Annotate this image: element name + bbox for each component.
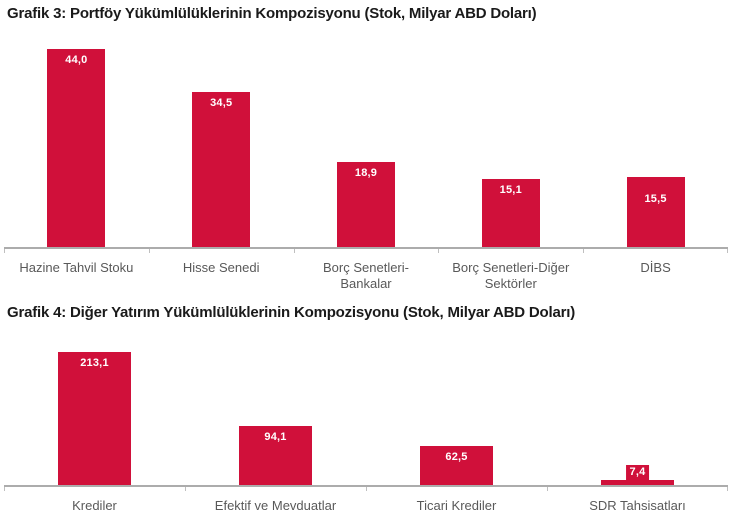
- bar-value-label: 44,0: [65, 54, 88, 66]
- bar-5: 15,5: [626, 177, 685, 247]
- x-axis: [4, 249, 728, 254]
- bar-value-label: 94,1: [264, 431, 287, 443]
- bar-slot: 18,9: [294, 40, 439, 247]
- axis-tick: [293, 249, 295, 253]
- category-label: DİBS: [640, 260, 671, 275]
- category-labels: Krediler Efektif ve Mevduatlar Ticari Kred…: [4, 498, 728, 514]
- bar-slot: 94,1: [185, 340, 366, 485]
- chart-title-grafik-3: Grafik 3: Portföy Yükümlülüklerinin Komp…: [7, 5, 537, 22]
- bars-area: 44,0 34,5 18,9 15,1 15,5: [4, 40, 728, 249]
- bar-value-label: 62,5: [445, 451, 468, 463]
- chart-grafik-3: 44,0 34,5 18,9 15,1 15,5 Hazine Tahvil Stoku…: [4, 40, 728, 292]
- category-label: Borç Senetleri-Diğer Sektörler: [452, 260, 570, 291]
- bar-slot: 44,0: [4, 40, 149, 247]
- bar-slot: 15,5: [583, 40, 728, 247]
- category-label: Hisse Senedi: [182, 260, 260, 275]
- chart-title-grafik-4: Grafik 4: Diğer Yatırım Yükümlülüklerini…: [7, 304, 576, 321]
- bar-value-label: 15,5: [644, 193, 667, 205]
- category-label: SDR Tahsisatları: [589, 498, 686, 513]
- bar-1: 213,1: [58, 352, 131, 485]
- axis-tick: [727, 487, 728, 491]
- bar-2: 94,1: [239, 426, 312, 485]
- bar-slot: 62,5: [366, 340, 547, 485]
- bar-1: 44,0: [47, 49, 106, 247]
- bar-slot: 213,1: [4, 340, 185, 485]
- bar-slot: 7,4: [547, 340, 728, 485]
- category-labels: Hazine Tahvil Stoku Hisse Senedi Borç Sene…: [4, 260, 728, 292]
- bar-value-label: 213,1: [80, 357, 109, 369]
- axis-tick: [727, 249, 728, 253]
- axis-tick: [148, 249, 150, 253]
- axis-tick: [4, 487, 5, 491]
- category-label: Efektif ve Mevduatlar: [214, 498, 337, 513]
- bar-value-label: 18,9: [354, 167, 378, 179]
- category-label: Hazine Tahvil Stoku: [19, 260, 134, 275]
- axis-tick: [366, 487, 367, 491]
- category-label: Ticari Krediler: [416, 498, 497, 513]
- bar-value-label: 34,5: [210, 97, 233, 109]
- axis-tick: [583, 249, 585, 253]
- axis-tick: [438, 249, 440, 253]
- axis-tick: [547, 487, 548, 491]
- category-label: Borç Senetleri- Bankalar: [323, 260, 409, 291]
- x-axis: [4, 487, 728, 492]
- bar-value-callout: 7,4: [625, 465, 650, 480]
- axis-tick: [4, 249, 5, 253]
- chart-grafik-4: 213,1 94,1 62,5 7,4 Krediler Efektif ve Mevd…: [4, 340, 728, 514]
- bar-slot: 15,1: [438, 40, 583, 247]
- bar-slot: 34,5: [149, 40, 294, 247]
- bar-3: 62,5: [420, 446, 493, 485]
- axis-tick: [185, 487, 186, 491]
- bar-value-label: 15,1: [499, 184, 522, 196]
- category-label: Krediler: [72, 498, 117, 513]
- bar-4: 15,1: [481, 179, 540, 247]
- bar-2: 34,5: [192, 92, 251, 247]
- bar-4: [601, 480, 674, 485]
- bars-area: 213,1 94,1 62,5 7,4: [4, 340, 728, 487]
- bar-3: 18,9: [336, 162, 395, 247]
